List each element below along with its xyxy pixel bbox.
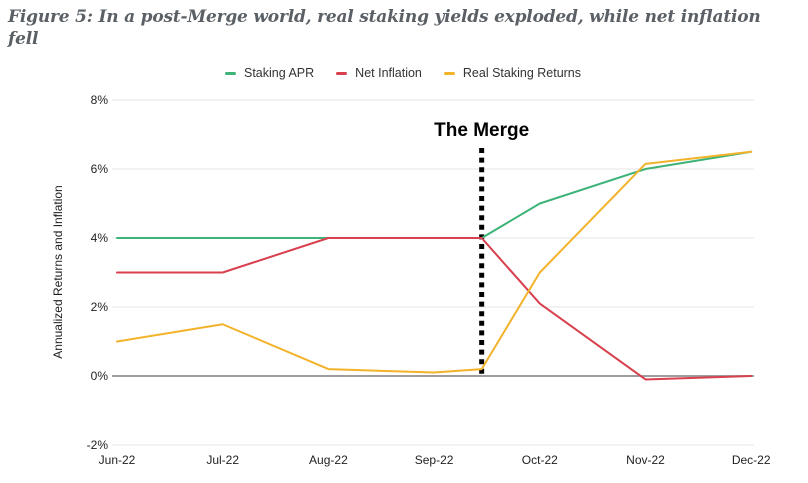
x-tick-label: Aug-22	[309, 453, 348, 467]
legend-swatch-real-staking-returns	[443, 71, 455, 75]
series-line-net-inflation	[116, 237, 753, 381]
legend-item-net-inflation: Net Inflation	[336, 66, 422, 80]
y-tick-label: 0%	[91, 369, 109, 383]
legend-label: Staking APR	[243, 66, 315, 80]
x-tick-label: Dec-22	[732, 453, 771, 467]
legend-swatch-net-inflation	[336, 71, 348, 75]
merge-annotation-label: The Merge	[434, 120, 529, 141]
x-tick-label: Jul-22	[206, 453, 239, 467]
chart-legend: Staking APR Net Inflation Real Staking Ret…	[224, 66, 582, 80]
y-tick-label: 4%	[91, 231, 109, 245]
legend-item-staking-apr: Staking APR	[224, 66, 315, 80]
y-axis-title: Annualized Returns and Inflation	[51, 185, 65, 358]
legend-label: Net Inflation	[355, 66, 422, 80]
y-tick-label: 2%	[91, 300, 109, 314]
legend-item-real-staking-returns: Real Staking Returns	[443, 66, 582, 80]
figure-title: Figure 5: In a post-Merge world, real st…	[8, 7, 761, 49]
legend-label: Real Staking Returns	[462, 66, 582, 80]
legend-swatch-staking-apr	[224, 71, 236, 75]
y-tick-label: -2%	[87, 438, 109, 452]
y-tick-label: 6%	[91, 162, 109, 176]
x-tick-label: Oct-22	[522, 453, 558, 467]
line-chart: 8% 6% 4% 2% 0% -2%Jun-22 Jul-22 Aug-22 Sep-22 Oct…	[51, 93, 771, 467]
series-line-staking-apr	[116, 150, 753, 239]
y-tick-label: 8%	[91, 93, 109, 107]
x-tick-label: Jun-22	[99, 453, 136, 467]
x-tick-label: Nov-22	[626, 453, 665, 467]
series-line-real-staking-returns	[116, 150, 753, 374]
x-tick-label: Sep-22	[415, 453, 454, 467]
